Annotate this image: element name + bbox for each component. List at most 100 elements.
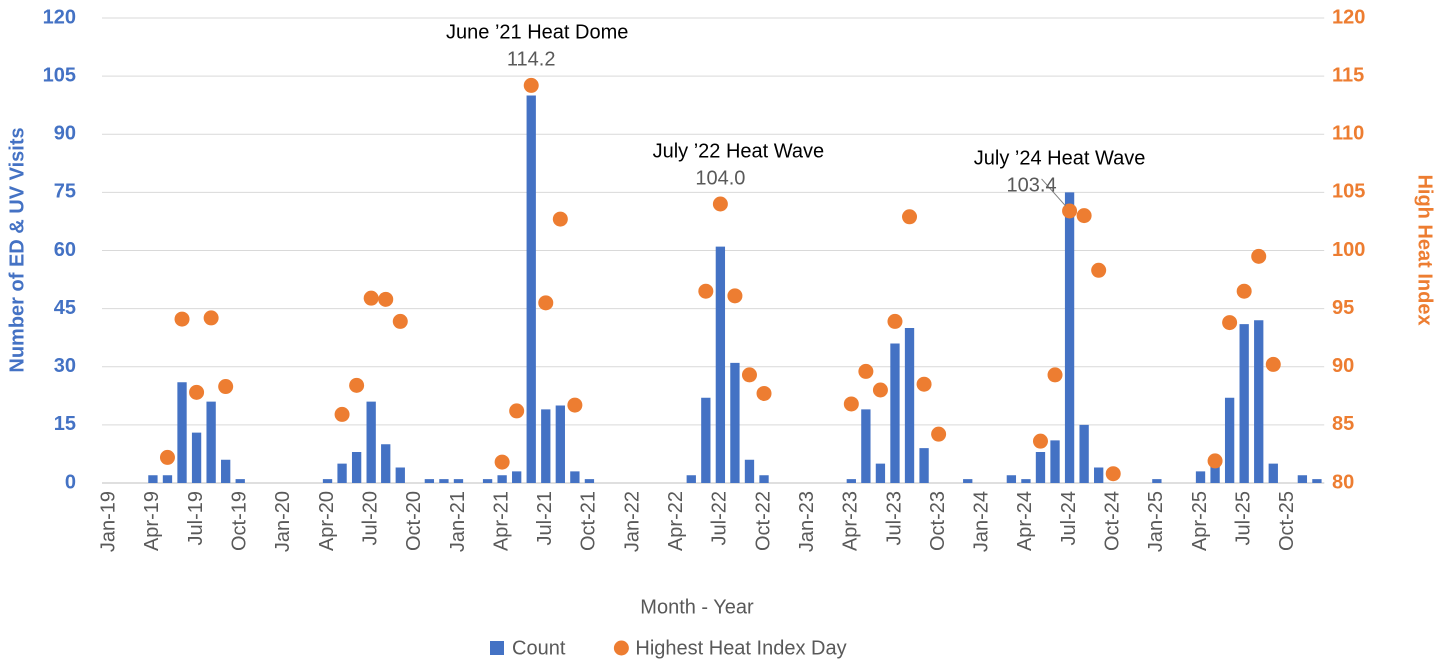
point (523, 77, 539, 93)
x-tick-label: Jan-24 (971, 491, 993, 552)
bar (395, 467, 405, 483)
x-tick-label: Apr-19 (141, 491, 163, 551)
y2-tick-label: 115 (1332, 64, 1364, 86)
y-tick-label: 60 (54, 239, 76, 261)
bar (162, 475, 173, 483)
bar (584, 479, 595, 483)
bar (1094, 467, 1104, 483)
y-axis-title: Number of ED & UV Visits (6, 127, 28, 372)
bar (526, 95, 536, 483)
x-tick-label: Oct-19 (229, 491, 251, 551)
bar (1268, 463, 1278, 483)
bar (381, 444, 391, 483)
x-tick-label: Oct-25 (1276, 491, 1298, 551)
point (567, 397, 583, 413)
bar (963, 479, 973, 483)
point (1222, 315, 1238, 331)
x-tick-label: Jul-22 (709, 491, 731, 545)
point (1032, 433, 1048, 449)
point (843, 396, 859, 412)
bar (1254, 320, 1264, 483)
x-tick-label: Jul-19 (185, 491, 207, 545)
x-tick-label: Jan-21 (447, 491, 469, 552)
y-tick-label: 30 (54, 355, 76, 377)
point (872, 382, 888, 398)
x-axis-title: Month - Year (640, 596, 754, 618)
bar (366, 401, 376, 483)
bar (453, 479, 464, 483)
x-tick-label: Oct-22 (752, 491, 774, 551)
y-tick-label: 45 (54, 297, 76, 319)
y-tick-label: 75 (54, 181, 76, 203)
bar (1006, 475, 1017, 483)
bar (439, 479, 449, 483)
point (552, 211, 568, 227)
x-tick-label: Jul-20 (359, 491, 381, 545)
y2-tick-label: 80 (1332, 471, 1354, 493)
x-tick-label: Oct-21 (578, 491, 600, 551)
x-tick-label: Jul-25 (1232, 491, 1254, 545)
x-tick-label: Apr-25 (1189, 491, 1211, 551)
bar (1297, 475, 1308, 483)
legend-swatch (613, 640, 629, 656)
point (887, 313, 903, 329)
bar (686, 475, 696, 483)
point (698, 283, 714, 299)
bar (482, 479, 493, 483)
point (494, 454, 510, 470)
x-tick-label: Jan-19 (98, 491, 120, 552)
x-tick-label: Jan-25 (1145, 491, 1167, 552)
point (218, 379, 234, 395)
point (378, 291, 394, 307)
point (174, 311, 190, 327)
bar (206, 401, 216, 483)
point (727, 288, 743, 304)
leader-line (1041, 178, 1066, 207)
bar (701, 397, 711, 483)
bar (875, 463, 886, 483)
bar (337, 463, 347, 483)
x-tick-label: Apr-20 (316, 491, 338, 551)
x-tick-label: Jan-20 (272, 491, 294, 552)
point (392, 313, 408, 329)
bar (730, 362, 740, 483)
bar (235, 479, 245, 483)
legend-label: Count (512, 637, 566, 659)
x-tick-label: Jul-21 (534, 491, 556, 545)
bar (1152, 479, 1162, 483)
legend-label: Highest Heat Index Day (635, 637, 846, 659)
y2-tick-label: 85 (1332, 413, 1354, 435)
point (1251, 248, 1267, 264)
bar (1079, 424, 1089, 483)
bar (497, 475, 507, 483)
point (858, 363, 874, 379)
bar (555, 405, 565, 483)
bar (1021, 479, 1031, 483)
y2-tick-label: 120 (1332, 6, 1365, 28)
point (509, 403, 525, 419)
bar (1195, 471, 1206, 483)
point (349, 377, 365, 393)
bar (512, 471, 522, 483)
bar (744, 459, 755, 483)
y-tick-label: 15 (54, 413, 76, 435)
y2-tick-label: 90 (1332, 355, 1354, 377)
bar (861, 409, 871, 483)
bar (424, 479, 435, 483)
x-tick-label: Apr-23 (840, 491, 862, 551)
y-tick-label: 0 (65, 471, 76, 493)
point (756, 385, 772, 401)
bar (322, 479, 333, 483)
bar (846, 479, 856, 483)
bar (221, 459, 231, 483)
bar (919, 448, 929, 483)
bar (715, 246, 726, 483)
x-tick-label: Oct-20 (403, 491, 425, 551)
bar (1050, 440, 1060, 483)
x-tick-label: Jan-23 (796, 491, 818, 552)
bar (890, 343, 900, 483)
bar (148, 475, 158, 483)
bar (570, 471, 580, 483)
point (189, 384, 205, 400)
